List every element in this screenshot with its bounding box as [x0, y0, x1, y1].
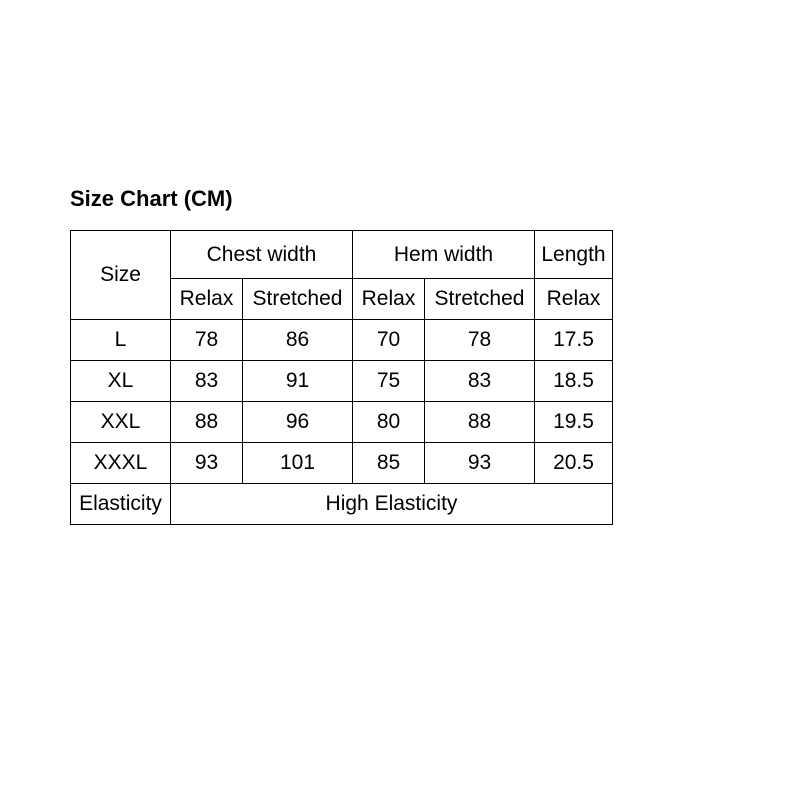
- cell-chest-stretched: 86: [243, 320, 353, 361]
- cell-length-relax: 18.5: [535, 361, 613, 402]
- cell-hem-relax: 75: [353, 361, 425, 402]
- table-row: L 78 86 70 78 17.5: [71, 320, 613, 361]
- cell-size: XXXL: [71, 443, 171, 484]
- footer-value: High Elasticity: [171, 484, 613, 525]
- cell-chest-stretched: 91: [243, 361, 353, 402]
- cell-chest-stretched: 96: [243, 402, 353, 443]
- table-row: XL 83 91 75 83 18.5: [71, 361, 613, 402]
- cell-hem-relax: 85: [353, 443, 425, 484]
- header-chest-relax: Relax: [171, 279, 243, 320]
- chart-title: Size Chart (CM): [70, 186, 720, 212]
- table-row: XXL 88 96 80 88 19.5: [71, 402, 613, 443]
- header-chest-width: Chest width: [171, 231, 353, 279]
- table-footer-row: Elasticity High Elasticity: [71, 484, 613, 525]
- cell-length-relax: 20.5: [535, 443, 613, 484]
- table-row: XXXL 93 101 85 93 20.5: [71, 443, 613, 484]
- header-length-relax: Relax: [535, 279, 613, 320]
- cell-size: L: [71, 320, 171, 361]
- size-chart-container: Size Chart (CM) Size Chest width Hem wid…: [70, 186, 720, 525]
- cell-size: XL: [71, 361, 171, 402]
- footer-label: Elasticity: [71, 484, 171, 525]
- header-hem-stretched: Stretched: [425, 279, 535, 320]
- cell-hem-stretched: 88: [425, 402, 535, 443]
- header-hem-width: Hem width: [353, 231, 535, 279]
- cell-length-relax: 19.5: [535, 402, 613, 443]
- cell-hem-relax: 70: [353, 320, 425, 361]
- cell-size: XXL: [71, 402, 171, 443]
- cell-chest-relax: 78: [171, 320, 243, 361]
- cell-hem-stretched: 78: [425, 320, 535, 361]
- cell-hem-stretched: 83: [425, 361, 535, 402]
- cell-hem-stretched: 93: [425, 443, 535, 484]
- header-hem-relax: Relax: [353, 279, 425, 320]
- cell-chest-relax: 93: [171, 443, 243, 484]
- cell-hem-relax: 80: [353, 402, 425, 443]
- cell-chest-stretched: 101: [243, 443, 353, 484]
- table-header-row-1: Size Chest width Hem width Length: [71, 231, 613, 279]
- cell-length-relax: 17.5: [535, 320, 613, 361]
- header-length: Length: [535, 231, 613, 279]
- cell-chest-relax: 88: [171, 402, 243, 443]
- cell-chest-relax: 83: [171, 361, 243, 402]
- size-chart-table: Size Chest width Hem width Length Relax …: [70, 230, 613, 525]
- header-chest-stretched: Stretched: [243, 279, 353, 320]
- header-size: Size: [71, 231, 171, 320]
